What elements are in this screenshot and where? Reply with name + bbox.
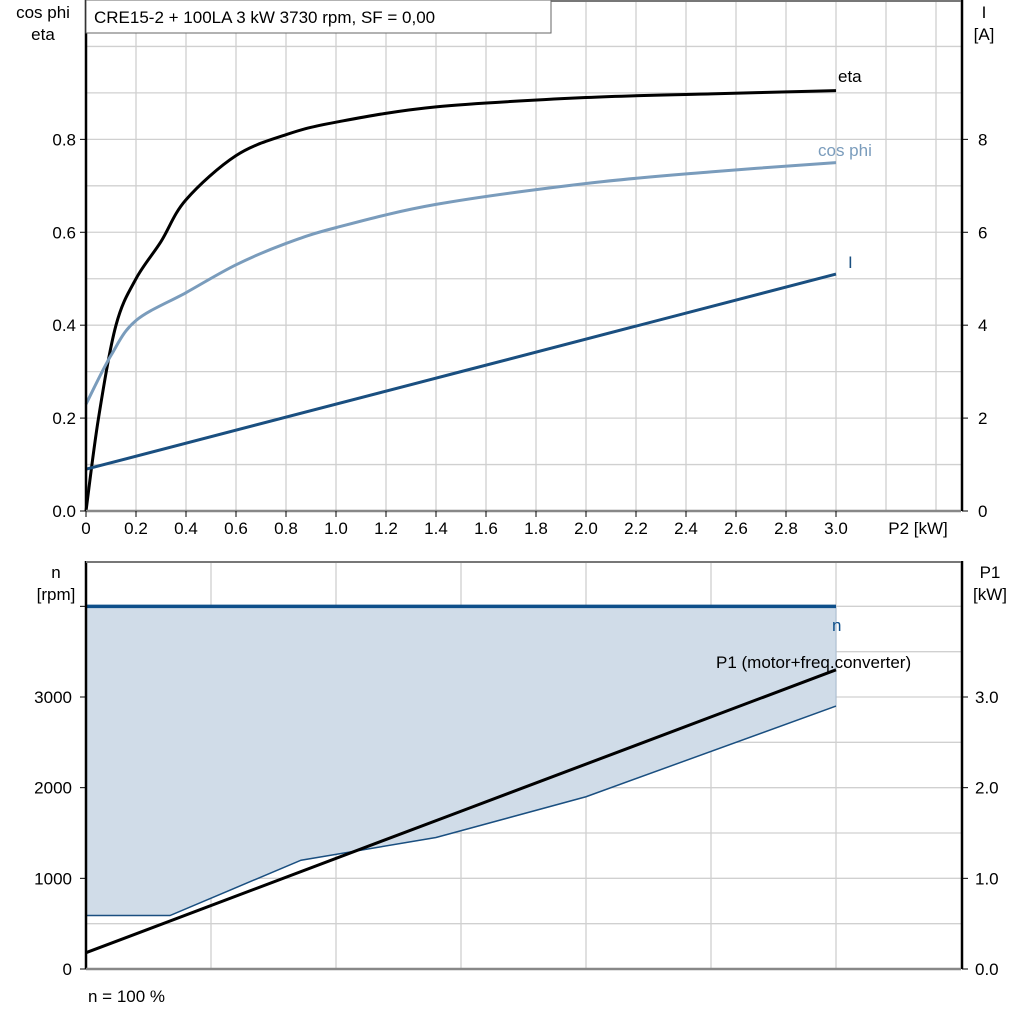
y-tick-label-left: 0.8 xyxy=(52,130,76,149)
axes: 0 0.2 0.4 0.6 0.8 1.0 1.2 1.4 1.6 1.8 2.0 2.2 2.4 2.6… xyxy=(34,0,999,979)
y-tick-label-left: 2000 xyxy=(34,779,72,798)
x-tick-label: 1.4 xyxy=(424,519,448,538)
chart-title: CRE15-2 + 100LA 3 kW 3730 rpm, SF = 0,00 xyxy=(94,8,435,27)
title-box xyxy=(85,0,552,34)
series-lines xyxy=(84,89,837,955)
x-tick-label: 1.8 xyxy=(524,519,548,538)
series-label-eta: eta xyxy=(838,67,862,86)
y-tick-label-right: 2.0 xyxy=(975,779,999,798)
x-tick-label: 2.4 xyxy=(674,519,698,538)
y-tick-label-left: 1000 xyxy=(34,869,72,888)
x-tick-label: 1.6 xyxy=(474,519,498,538)
x-tick-label: 2.2 xyxy=(624,519,648,538)
speed-footer: n = 100 % xyxy=(88,987,165,1006)
x-tick-label: 2.0 xyxy=(574,519,598,538)
y-tick-label-right: 6 xyxy=(978,223,987,242)
x-tick-label: 2.6 xyxy=(724,519,748,538)
bottom-left-axis-unit-rpm: [rpm] xyxy=(37,585,76,604)
x-tick-label: 0.8 xyxy=(274,519,298,538)
right-axis-label-i: I xyxy=(982,3,987,22)
y-tick-label-right: 4 xyxy=(978,316,987,335)
bottom-left-axis-label-n: n xyxy=(51,563,60,582)
y-tick-label-right: 1.0 xyxy=(975,869,999,888)
series-label-i: I xyxy=(848,253,853,272)
series-line-I xyxy=(85,272,837,471)
y-tick-label-right: 8 xyxy=(978,130,987,149)
bottom-right-axis-unit-kw: [kW] xyxy=(973,585,1007,604)
y-tick-label-left: 0.4 xyxy=(52,316,76,335)
series-label-n: n xyxy=(832,616,841,635)
x-tick-label: 0 xyxy=(81,519,90,538)
series-label-cosphi: cos phi xyxy=(818,141,872,160)
y-tick-label-left: 0.2 xyxy=(52,409,76,428)
y-tick-label-right: 0.0 xyxy=(975,960,999,979)
left-axis-label-cosphi: cos phi xyxy=(16,3,70,22)
left-axis-label-eta: eta xyxy=(31,25,55,44)
y-tick-label-left: 0.0 xyxy=(52,502,76,521)
x-tick-label: 1.2 xyxy=(374,519,398,538)
x-tick-label: 2.8 xyxy=(774,519,798,538)
y-tick-label-right: 0 xyxy=(978,502,987,521)
y-tick-label-right: 2 xyxy=(978,409,987,428)
x-tick-label: 0.2 xyxy=(124,519,148,538)
x-tick-label: 0.6 xyxy=(224,519,248,538)
y-tick-label-left: 0 xyxy=(63,960,72,979)
series-line-cos-phi xyxy=(84,161,837,405)
x-axis-label: P2 [kW] xyxy=(888,519,948,538)
x-tick-label: 1.0 xyxy=(324,519,348,538)
y-tick-label-left: 0.6 xyxy=(52,223,76,242)
right-axis-unit-a: [A] xyxy=(974,25,995,44)
x-tick-label: 3.0 xyxy=(824,519,848,538)
operating-range-lower-boundary xyxy=(86,705,837,917)
series-label-p1: P1 (motor+freq.converter) xyxy=(716,653,911,672)
y-tick-label-left: 3000 xyxy=(34,688,72,707)
series-line-eta xyxy=(84,89,837,512)
x-tick-label: 0.4 xyxy=(174,519,198,538)
y-tick-label-right: 3.0 xyxy=(975,688,999,707)
bottom-right-axis-label-p1: P1 xyxy=(980,563,1001,582)
series-line-P1 xyxy=(85,668,837,955)
